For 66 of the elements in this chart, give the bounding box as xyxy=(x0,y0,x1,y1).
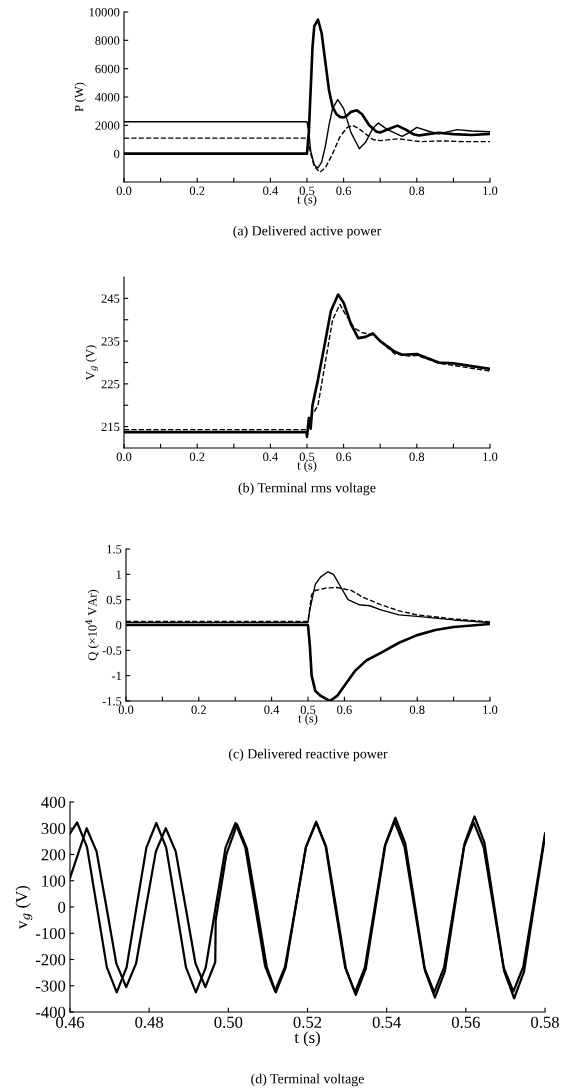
y-tick-label: 6000 xyxy=(95,64,120,74)
y-tick-label: 0 xyxy=(116,621,122,630)
y-tick-label: 235 xyxy=(101,337,120,346)
x-tick-label: 0.5 xyxy=(299,186,315,196)
y-tick-label: -0.5 xyxy=(102,646,122,655)
text: (d) Terminal voltage xyxy=(251,1073,364,1087)
y-tick-label: 245 xyxy=(101,294,120,303)
x-tick-label: 0.2 xyxy=(189,452,205,462)
y-tick-label: 400 xyxy=(41,796,66,808)
x-tick-label: 0.2 xyxy=(191,705,206,715)
x-tick-label: 0.5 xyxy=(300,705,316,715)
y-tick-label: 1 xyxy=(116,570,122,579)
y-tick-label: 1.5 xyxy=(107,545,122,554)
x-tick-label: 0.6 xyxy=(336,452,352,462)
x-axis-title: t (s) xyxy=(297,194,317,207)
x-tick-label: 0.52 xyxy=(293,1016,322,1028)
x-tick-label: 1.0 xyxy=(483,186,498,196)
y-axis-title: v$_{g}$ (V) xyxy=(15,885,33,929)
y-tick-label: 0 xyxy=(114,149,120,159)
y-axis-title: V$_{g}$ (V) xyxy=(85,345,99,381)
y-tick-label: 300 xyxy=(41,822,66,835)
x-tick-label: 0.5 xyxy=(299,452,315,462)
y-tick-label: 100 xyxy=(42,875,66,887)
text: (c) Delivered reactive power xyxy=(228,748,388,762)
x-tick-label: 0.2 xyxy=(189,186,205,196)
y-tick-label: -1 xyxy=(111,671,122,680)
x-tick-label: 0.50 xyxy=(214,1016,243,1028)
text: (b) Terminal rms voltage xyxy=(238,482,376,496)
y-tick-label: 4000 xyxy=(95,93,120,102)
x-axis-title: t (s) xyxy=(298,713,318,726)
y-axis-title: P (W) xyxy=(74,82,86,112)
y-tick-label: -400 xyxy=(35,1006,66,1018)
x-tick-label: 0.56 xyxy=(451,1016,480,1028)
y-tick-label: 215 xyxy=(101,422,120,432)
y-tick-label: 2000 xyxy=(95,121,120,130)
y-tick-label: -300 xyxy=(35,980,66,992)
x-axis-title: t (s) xyxy=(297,460,317,473)
x-tick-label: 0.58 xyxy=(531,1016,559,1028)
y-tick-label: 200 xyxy=(41,849,66,861)
x-tick-label: 0.46 xyxy=(56,1016,85,1028)
x-tick-label: 0.8 xyxy=(409,452,425,462)
y-tick-label: -1.5 xyxy=(102,697,122,706)
y-tick-label: 8000 xyxy=(95,36,120,45)
x-tick-label: 0.4 xyxy=(264,705,280,715)
x-tick-label: 0.0 xyxy=(118,705,134,715)
x-tick-label: 0.48 xyxy=(135,1016,164,1028)
x-tick-label: 0.4 xyxy=(263,452,279,462)
x-tick-label: 0.0 xyxy=(116,186,132,196)
x-tick-label: 0.8 xyxy=(409,705,425,715)
y-tick-label: 0 xyxy=(58,901,66,913)
y-tick-label: -200 xyxy=(35,954,66,966)
x-tick-label: 0.54 xyxy=(372,1016,401,1028)
text: (a) Delivered active power xyxy=(233,225,382,239)
x-axis-title: t (s) xyxy=(294,1031,320,1047)
x-tick-label: 1.0 xyxy=(483,705,498,715)
y-tick-label: 10000 xyxy=(89,8,120,17)
x-tick-label: 0.6 xyxy=(337,705,352,715)
x-tick-label: 1.0 xyxy=(483,452,498,462)
y-axis-title: Q (×10$^{4}$ VAr) xyxy=(85,589,100,661)
x-tick-label: 0.8 xyxy=(409,186,425,196)
x-tick-label: 0.6 xyxy=(336,186,352,196)
y-tick-label: 0.5 xyxy=(106,595,122,605)
x-tick-label: 0.0 xyxy=(116,452,132,462)
x-tick-label: 0.4 xyxy=(263,186,279,196)
y-tick-label: 225 xyxy=(101,379,120,389)
y-tick-label: -100 xyxy=(35,927,66,940)
